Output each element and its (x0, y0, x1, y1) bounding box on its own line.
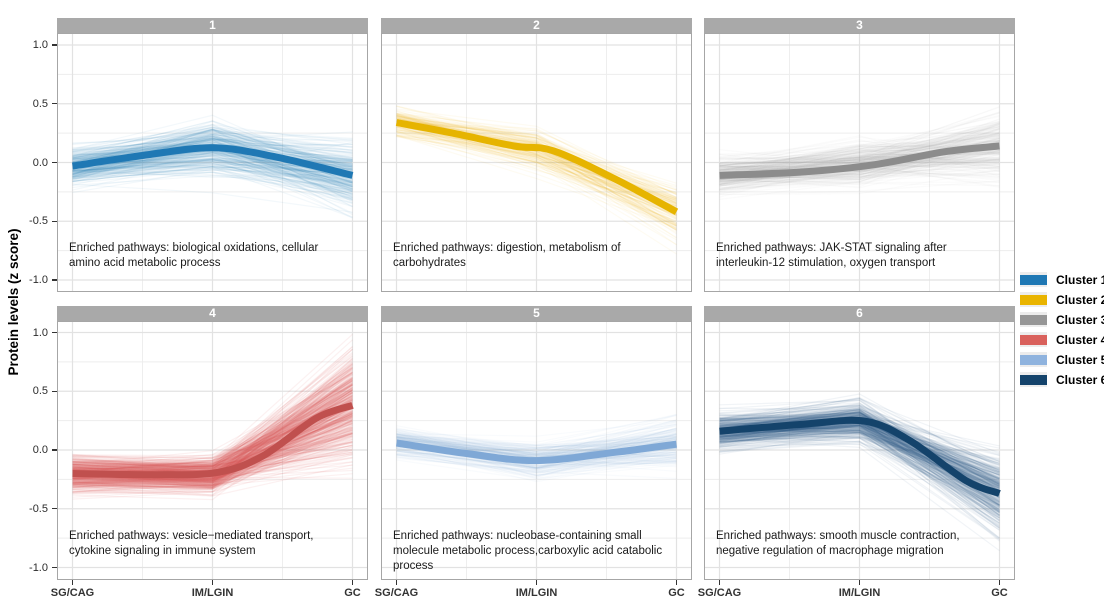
cluster-1-line-chart (58, 34, 367, 291)
mean-trend-line (395, 439, 677, 465)
legend-color-swatch (1020, 294, 1047, 305)
mean-trend-line (72, 401, 354, 479)
x-tick-label: GC (668, 587, 685, 599)
legend-label: Cluster 2 (1056, 292, 1104, 307)
cluster-6-line-chart (705, 322, 1014, 579)
x-tick-mark (535, 580, 538, 585)
facet-panel-6: 6 Enriched pathways: smooth muscle contr… (704, 306, 1015, 580)
cluster-3-line-chart (705, 34, 1014, 291)
x-tick-mark (395, 580, 398, 585)
facet-strip-3: 3 (704, 18, 1015, 33)
major-gridlines (705, 322, 1014, 579)
y-tick-mark (52, 508, 57, 510)
y-tick-label: 0.0 (32, 156, 48, 169)
legend-item: Cluster 1 (1020, 272, 1104, 287)
facet-panel-1: 1 Enriched pathways: biological oxidatio… (57, 18, 368, 292)
facet-strip-4: 4 (57, 306, 368, 321)
y-tick-label: 0.5 (32, 97, 48, 110)
facet-strip-6: 6 (704, 306, 1015, 321)
x-tick-label: SG/CAG (374, 587, 419, 599)
legend-color-swatch (1020, 334, 1047, 345)
x-tick-mark (675, 580, 678, 585)
facet-panel-2: 2 Enriched pathways: digestion, metaboli… (381, 18, 692, 292)
legend-color-swatch (1020, 354, 1047, 365)
mean-trend-line (71, 144, 354, 179)
y-tick-mark (52, 161, 57, 164)
legend-key (1020, 372, 1047, 387)
facet-strip-5: 5 (381, 306, 692, 321)
legend-label: Cluster 4 (1056, 332, 1104, 347)
legend-item: Cluster 4 (1020, 332, 1104, 347)
facet-strip-2: 2 (381, 18, 692, 33)
facet-strip-1: 1 (57, 18, 368, 33)
y-tick-mark (52, 220, 57, 222)
facet-panel-3: 3 Enriched pathways: JAK-STAT signaling … (704, 18, 1015, 292)
major-gridlines (58, 34, 367, 291)
y-tick-label: -1.0 (29, 561, 48, 574)
legend-key (1020, 332, 1047, 347)
x-tick-mark (718, 580, 721, 585)
legend-item: Cluster 5 (1020, 352, 1104, 367)
legend-color-swatch (1020, 374, 1047, 385)
x-tick-mark (351, 580, 354, 585)
x-tick-label: SG/CAG (697, 587, 742, 599)
legend-item: Cluster 2 (1020, 292, 1104, 307)
x-tick-mark (858, 580, 861, 585)
y-tick-mark (52, 44, 57, 46)
cluster-2-line-chart (382, 34, 691, 291)
plot-area-6: Enriched pathways: smooth muscle contrac… (704, 321, 1015, 580)
y-tick-label: 0.5 (32, 385, 48, 398)
legend-key (1020, 292, 1047, 307)
legend-label: Cluster 5 (1056, 352, 1104, 367)
legend-key (1020, 272, 1047, 287)
x-tick-label: IM/LGIN (191, 587, 234, 599)
major-gridlines (382, 34, 691, 291)
facet-panel-5: 5 Enriched pathways: nucleobase-containi… (381, 306, 692, 580)
x-tick-label: IM/LGIN (838, 587, 881, 599)
y-tick-mark (52, 390, 57, 392)
x-tick-label: GC (344, 587, 361, 599)
plot-area-3: Enriched pathways: JAK-STAT signaling af… (704, 33, 1015, 292)
legend-key (1020, 352, 1047, 367)
plot-area-1: Enriched pathways: biological oxidations… (57, 33, 368, 292)
x-tick-label: GC (991, 587, 1008, 599)
y-tick-label: 1.0 (32, 326, 48, 339)
legend-item: Cluster 6 (1020, 372, 1104, 387)
y-tick-mark (52, 103, 57, 105)
cluster-5-line-chart (382, 322, 691, 579)
plot-area-5: Enriched pathways: nucleobase-containing… (381, 321, 692, 580)
y-tick-label: -0.5 (29, 215, 48, 228)
legend-color-swatch (1020, 274, 1047, 285)
y-tick-label: -0.5 (29, 502, 48, 515)
legend-label: Cluster 6 (1056, 372, 1104, 387)
y-tick-label: -1.0 (29, 274, 48, 286)
cluster-4-line-chart (58, 322, 367, 579)
x-tick-mark (211, 580, 214, 585)
plot-area-2: Enriched pathways: digestion, metabolism… (381, 33, 692, 292)
x-tick-label: IM/LGIN (515, 587, 558, 599)
x-tick-mark (71, 580, 74, 585)
major-gridlines (58, 322, 367, 579)
plot-area-4: Enriched pathways: vesicle−mediated tran… (57, 321, 368, 580)
y-tick-mark (52, 279, 57, 281)
legend-key (1020, 312, 1047, 327)
legend-item: Cluster 3 (1020, 312, 1104, 327)
legend-label: Cluster 1 (1056, 272, 1104, 287)
major-gridlines (705, 34, 1014, 291)
cluster-legend: Cluster 1 Cluster 2 Cluster 3 Cluster 4 Clus… (1020, 272, 1104, 392)
y-tick-mark (52, 331, 57, 334)
y-tick-mark (52, 566, 57, 569)
x-tick-label: SG/CAG (50, 587, 95, 599)
mean-trend-line (719, 142, 1000, 179)
legend-label: Cluster 3 (1056, 312, 1104, 327)
y-tick-mark (52, 449, 57, 451)
x-tick-mark (998, 580, 1001, 585)
mean-trend-line (395, 119, 679, 215)
y-tick-label: 0.0 (32, 444, 48, 456)
y-tick-label: 1.0 (32, 39, 48, 51)
mean-trend-line (719, 416, 1001, 497)
facet-panel-4: 4 Enriched pathways: vesicle−mediated tr… (57, 306, 368, 580)
legend-color-swatch (1020, 314, 1047, 325)
